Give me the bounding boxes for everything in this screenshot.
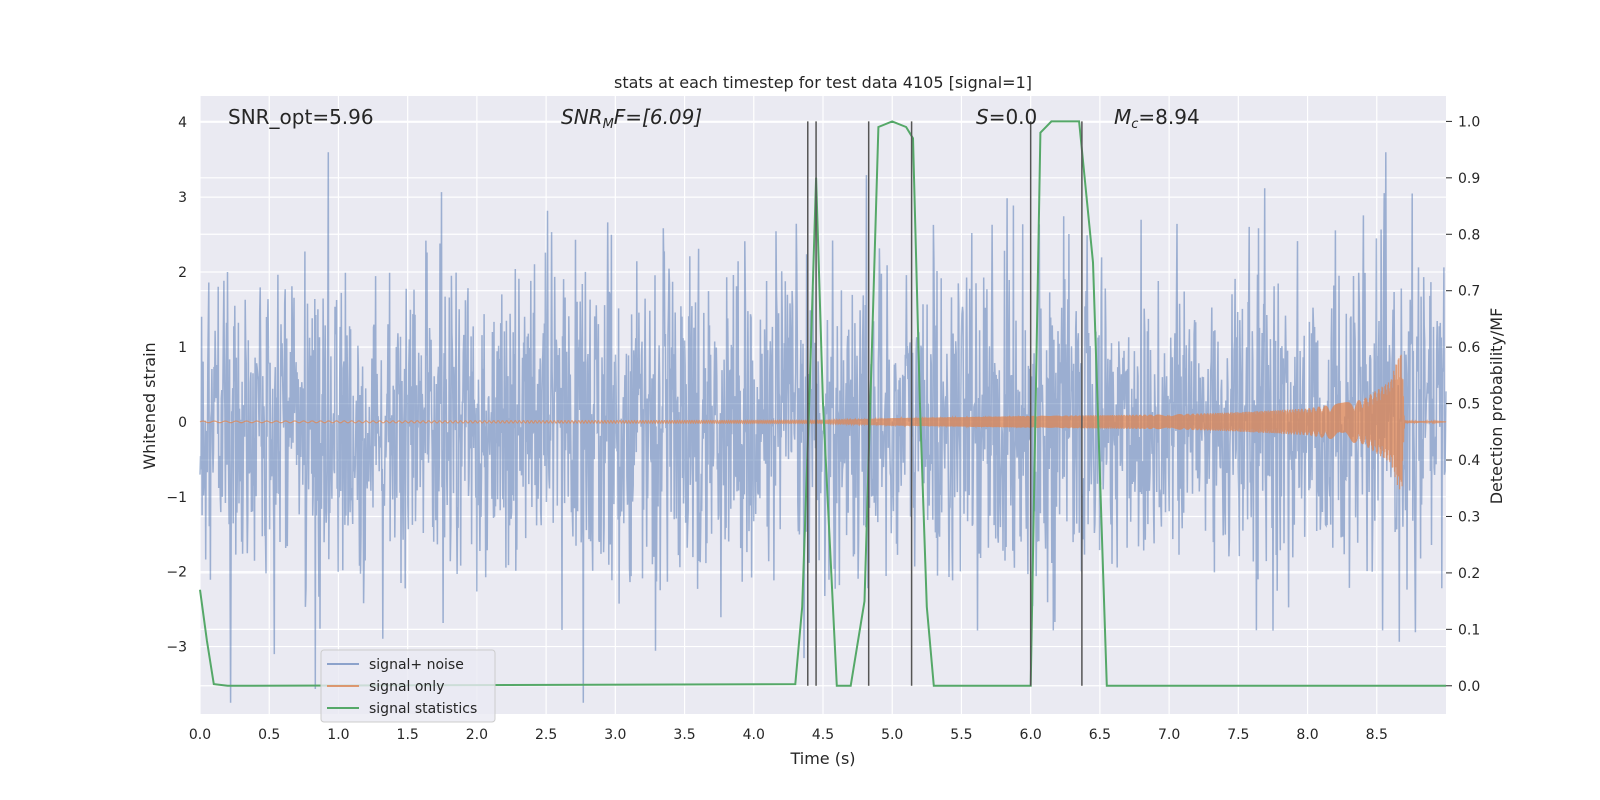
y-right-tick-label-4: 0.4 (1458, 453, 1480, 469)
y-tick-label-3: 0 (178, 415, 187, 431)
x-tick-label-16: 8.0 (1296, 727, 1318, 743)
legend-label-signal-only: signal only (369, 679, 444, 695)
y-tick-label-6: 3 (178, 190, 187, 206)
y-right-tick-label-10: 1.0 (1458, 114, 1480, 130)
chart-title: stats at each timestep for test data 410… (614, 73, 1032, 92)
x-tick-label-9: 4.5 (812, 727, 834, 743)
legend: signal+ noise signal only signal statist… (320, 649, 496, 723)
x-tick-label-4: 2.0 (466, 727, 488, 743)
y-right-tick-label-5: 0.5 (1458, 397, 1480, 413)
y-right-tick-label-8: 0.8 (1458, 227, 1480, 243)
annotation-snr-mf-rest: F=[6.09] (614, 105, 702, 129)
legend-box (320, 649, 496, 723)
x-tick-label-17: 8.5 (1366, 727, 1388, 743)
x-tick-label-1: 0.5 (258, 727, 280, 743)
annotation-s-rest: =0.0 (989, 105, 1038, 129)
annotation-mc-sub: c (1131, 117, 1138, 132)
x-tick-label-8: 4.0 (743, 727, 765, 743)
x-tick-label-6: 3.0 (604, 727, 626, 743)
x-tick-label-15: 7.5 (1227, 727, 1249, 743)
detection-markers (807, 121, 1083, 686)
x-tick-label-5: 2.5 (535, 727, 557, 743)
series-signal-noise (199, 152, 1447, 703)
x-tick-label-3: 1.5 (397, 727, 419, 743)
x-tick-label-2: 1.0 (327, 727, 349, 743)
y-tick-label-7: 4 (178, 115, 187, 131)
y-right-tick-label-3: 0.3 (1458, 509, 1480, 525)
noise-line (199, 152, 1447, 703)
x-tick-label-0: 0.0 (189, 727, 211, 743)
y-right-tick-label-9: 0.9 (1458, 171, 1480, 187)
annotation-snr-opt: SNR_opt=5.96 (228, 105, 374, 129)
annotation-mc: Mc=8.94 (1114, 105, 1200, 132)
y-right-tick-label-6: 0.6 (1458, 340, 1480, 356)
y-right-axis-ticks: 0.0 0.1 0.2 0.3 0.4 0.5 0.6 0.7 0.8 0.9 1.0 (1446, 114, 1480, 695)
legend-label-signal-noise: signal+ noise (369, 657, 464, 673)
y-tick-label-5: 2 (178, 265, 187, 281)
annotation-snr-mf-sub: M (603, 117, 614, 132)
y-tick-label-1: −2 (166, 565, 187, 581)
annotation-snr-mf-main: SNR (561, 105, 603, 129)
x-tick-label-13: 6.5 (1089, 727, 1111, 743)
annotation-mc-rest: =8.94 (1138, 105, 1199, 129)
x-tick-label-12: 6.0 (1020, 727, 1042, 743)
x-tick-label-11: 5.5 (950, 727, 972, 743)
y-axis-ticks: −3 −2 −1 0 1 2 3 4 (166, 115, 187, 655)
y-tick-label-2: −1 (166, 490, 187, 506)
y-tick-label-0: −3 (166, 640, 187, 656)
y-tick-label-4: 1 (178, 340, 187, 356)
y-right-tick-label-7: 0.7 (1458, 284, 1480, 300)
x-tick-label-10: 5.0 (881, 727, 903, 743)
y-right-tick-label-1: 0.1 (1458, 622, 1480, 638)
legend-label-signal-statistics: signal statistics (369, 701, 477, 717)
annotation-s: S=0.0 (976, 105, 1037, 129)
x-axis-label: Time (s) (789, 749, 855, 768)
y-right-axis-label: Detection probability/MF (1487, 308, 1506, 505)
annotation-s-main: S (976, 105, 989, 129)
x-tick-label-14: 7.0 (1158, 727, 1180, 743)
x-axis-ticks: 0.0 0.5 1.0 1.5 2.0 2.5 3.0 3.5 4.0 4.5 5.0 5.5 6.0 6… (189, 727, 1388, 743)
y-right-tick-label-2: 0.2 (1458, 566, 1480, 582)
y-right-tick-label-0: 0.0 (1458, 679, 1480, 695)
y-axis-label: Whitened strain (140, 342, 159, 469)
annotation-snr-mf: SNRMF=[6.09] (561, 105, 702, 132)
annotation-mc-main: M (1114, 105, 1131, 129)
x-tick-label-7: 3.5 (673, 727, 695, 743)
